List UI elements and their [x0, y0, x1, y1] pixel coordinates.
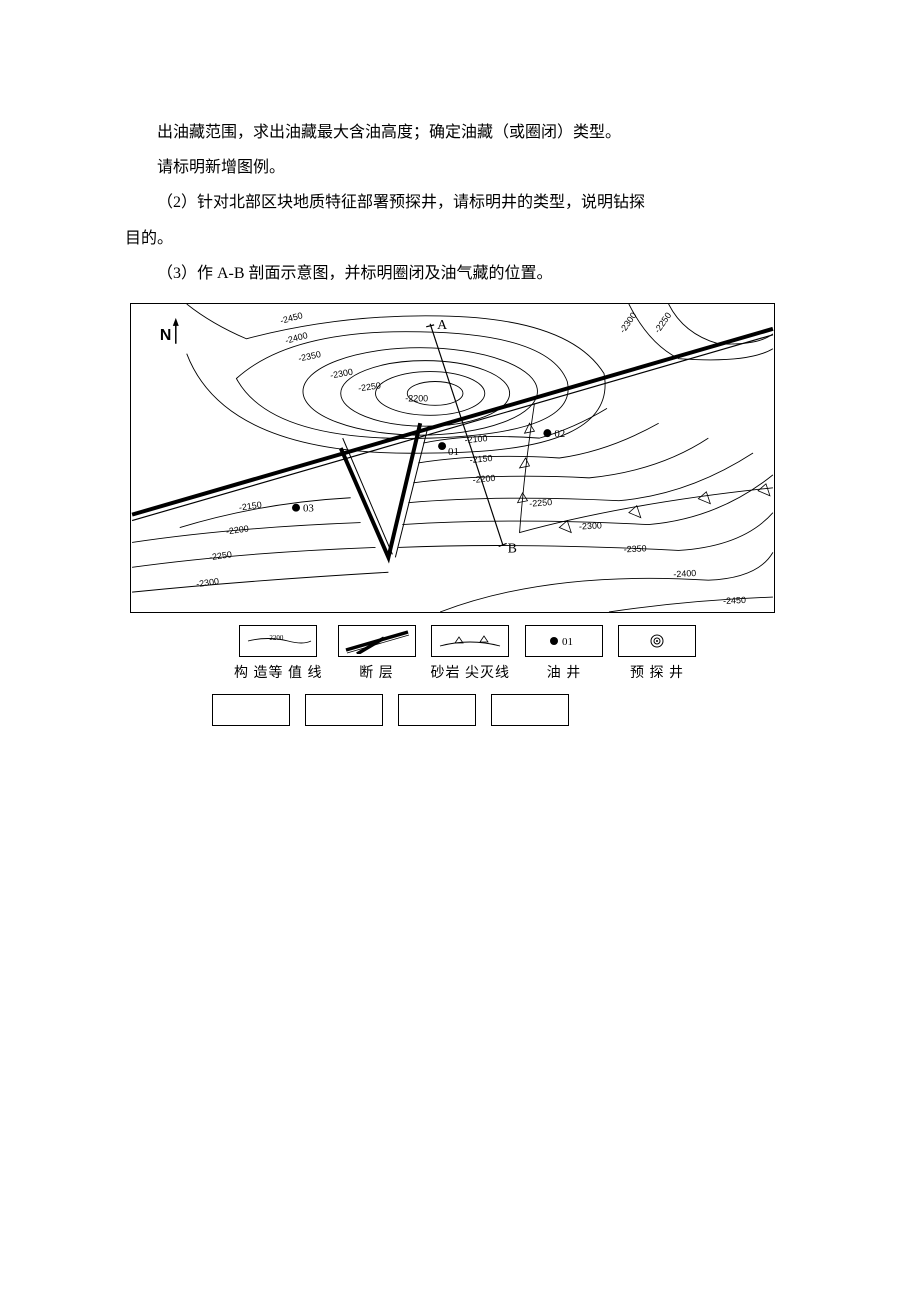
svg-text:-2350: -2350: [623, 543, 646, 554]
oilwell-icon: 01: [529, 628, 599, 654]
north-contour-labels: -2450 -2400 -2350 -2300 -2250 -2200: [279, 310, 428, 403]
svg-text:03: 03: [303, 503, 314, 515]
pinchout-line: [518, 403, 773, 532]
svg-text:-2200: -2200: [405, 393, 428, 403]
svg-text:-2450: -2450: [723, 595, 746, 606]
expwell-icon: [622, 628, 692, 654]
north-arrow: N: [160, 318, 179, 344]
empty-legend-box: [212, 694, 290, 726]
svg-text:A: A: [437, 318, 447, 333]
svg-text:-2250: -2250: [529, 497, 553, 509]
svg-text:-2300: -2300: [617, 310, 638, 334]
empty-legend-box: [491, 694, 569, 726]
contour-icon: -2200: [243, 628, 313, 654]
map-svg: N -2450 -2400 -2350 -2300 -2250 -2200: [131, 304, 774, 612]
svg-text:-2200: -2200: [225, 523, 249, 536]
legend-fault: 断 层: [338, 625, 416, 682]
svg-text:-2250: -2250: [208, 549, 232, 562]
empty-legend-box: [398, 694, 476, 726]
svg-text:-2400: -2400: [673, 568, 696, 579]
line-3: （2）针对北部区块地质特征部署预探井，请标明井的类型，说明钻探: [125, 185, 790, 220]
legend-oilwell: 01 油 井: [525, 625, 603, 682]
svg-text:-2450: -2450: [279, 310, 304, 326]
north-contours: [187, 304, 605, 453]
svg-text:-2250: -2250: [357, 380, 381, 393]
line-2: 请标明新增图例。: [125, 150, 790, 185]
svg-text:-2200: -2200: [472, 473, 496, 485]
svg-text:-2250: -2250: [652, 310, 673, 334]
svg-text:-2150: -2150: [238, 499, 262, 512]
structure-map: N -2450 -2400 -2350 -2300 -2250 -2200: [130, 303, 775, 613]
line-5: （3）作 A-B 剖面示意图，并标明圈闭及油气藏的位置。: [125, 256, 790, 291]
text: （3）作 A-B 剖面示意图，并标明圈闭及油气藏的位置。: [157, 265, 553, 282]
svg-text:-2300: -2300: [579, 520, 602, 531]
pinchout-icon: [435, 628, 505, 654]
svg-text:B: B: [508, 541, 517, 556]
line-4: 目的。: [125, 221, 790, 256]
text: 出油藏范围，求出油藏最大含油高度；确定油藏（或圈闭）类型。: [157, 124, 621, 141]
legend-row-empty: [212, 694, 742, 726]
south-contours: [398, 408, 773, 612]
sw-labels: -2150 -2200 -2250 -2300: [196, 499, 263, 589]
legend-contour: -2200 构 造等 值 线: [234, 625, 323, 682]
line-1: 出油藏范围，求出油藏最大含油高度；确定油藏（或圈闭）类型。: [125, 115, 790, 150]
svg-text:02: 02: [554, 428, 565, 440]
legend-expwell: 预 探 井: [618, 625, 696, 682]
svg-text:-2350: -2350: [297, 349, 321, 364]
fault-icon: [342, 628, 412, 654]
north-label: N: [160, 327, 171, 344]
legend-pinchout: 砂岩 尖灭线: [431, 625, 511, 682]
svg-text:-2300: -2300: [196, 576, 220, 589]
text: 请标明新增图例。: [157, 159, 285, 176]
sw-contours: [132, 498, 388, 592]
svg-text:01: 01: [562, 636, 573, 648]
empty-legend-box: [305, 694, 383, 726]
legend: -2200 构 造等 值 线 断 层: [200, 625, 730, 726]
svg-text:-2200: -2200: [267, 634, 284, 642]
text: （2）针对北部区块地质特征部署预探井，请标明井的类型，说明钻探: [157, 194, 645, 211]
text: 目的。: [125, 230, 173, 247]
svg-text:01: 01: [448, 446, 459, 458]
legend-row-1: -2200 构 造等 值 线 断 层: [200, 625, 730, 682]
body-text: 出油藏范围，求出油藏最大含油高度；确定油藏（或圈闭）类型。 请标明新增图例。 （…: [0, 115, 920, 291]
